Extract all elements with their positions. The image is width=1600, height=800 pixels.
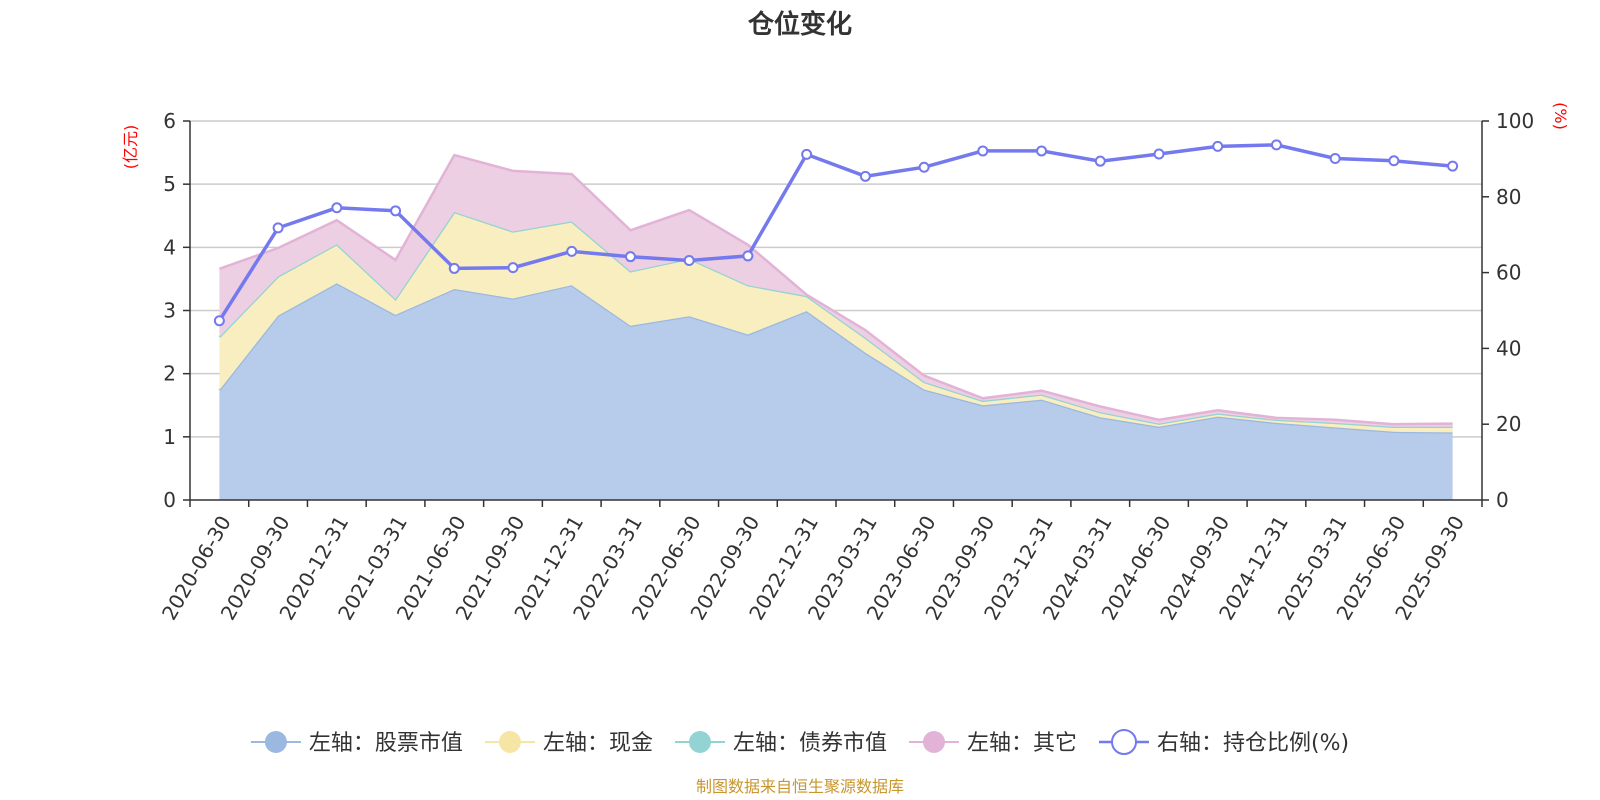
- area-series: [219, 212, 1453, 433]
- left-axis-tick-label: 1: [163, 425, 176, 449]
- area-edge-line: [218, 153, 1453, 426]
- legend-swatch-marker: [498, 731, 521, 753]
- right-axis-tick-label: 20: [1496, 412, 1521, 436]
- ratio-point: [859, 170, 871, 182]
- right-axis-tick-label: 0: [1496, 488, 1509, 512]
- ratio-point: [1447, 160, 1459, 172]
- legend-label: 左轴：现金: [543, 731, 653, 756]
- legend-swatch-marker: [922, 731, 945, 753]
- ratio-line-group: [213, 139, 1459, 327]
- left-axis-tick-label: 5: [163, 172, 176, 196]
- legend-label: 左轴：其它: [967, 731, 1077, 756]
- left-axis-tick-label: 3: [163, 299, 176, 323]
- left-axis-unit-label: (亿元): [121, 125, 140, 170]
- legend-swatch-marker: [1110, 729, 1137, 755]
- ratio-point: [624, 251, 636, 263]
- ratio-point: [1036, 145, 1048, 157]
- left-axis-tick-label: 2: [163, 362, 176, 386]
- ratio-point: [1153, 148, 1165, 160]
- legend-label: 右轴：持仓比例(%): [1157, 731, 1349, 756]
- legend-swatch-marker: [688, 731, 711, 753]
- ratio-point: [1094, 155, 1106, 167]
- legend-label: 左轴：股票市值: [309, 731, 463, 756]
- ratio-point: [1388, 155, 1400, 167]
- ratio-point: [683, 254, 695, 266]
- right-axis-tick-label: 40: [1496, 336, 1521, 360]
- ratio-point: [390, 205, 402, 217]
- ratio-line: [217, 143, 1453, 322]
- legend-label: 左轴：债券市值: [733, 731, 887, 756]
- right-axis-tick-label: 80: [1496, 185, 1521, 209]
- ratio-point: [742, 250, 754, 262]
- ratio-point: [1270, 139, 1282, 151]
- ratio-point: [213, 315, 225, 327]
- ratio-point: [331, 202, 343, 214]
- right-axis-tick-label: 60: [1496, 261, 1521, 285]
- ratio-point: [801, 148, 813, 160]
- right-axis-unit-label: (%): [1551, 102, 1570, 130]
- left-axis-tick-label: 0: [163, 488, 176, 512]
- source-note: 制图数据来自恒生聚源数据库: [696, 777, 904, 796]
- area-series-group: [218, 153, 1453, 500]
- chart-title: 仓位变化: [747, 9, 852, 40]
- ratio-point: [1212, 140, 1224, 152]
- ratio-point: [566, 245, 578, 257]
- ratio-point: [507, 262, 519, 274]
- area-series: [219, 155, 1453, 427]
- ratio-point: [1329, 153, 1341, 165]
- legend: 左轴：股票市值 左轴：现金 左轴：债券市值 左轴：其它 右轴：持仓比例(%): [250, 729, 1349, 756]
- left-axis-tick-label: 6: [163, 109, 176, 133]
- ratio-point: [272, 222, 284, 234]
- ratio-point: [448, 262, 460, 274]
- left-axis-tick-label: 4: [163, 235, 176, 259]
- right-axis-tick-label: 100: [1496, 109, 1534, 133]
- ratio-point: [918, 161, 930, 173]
- legend-swatch-marker: [264, 731, 287, 753]
- ratio-point: [977, 145, 989, 157]
- area-series: [219, 283, 1453, 500]
